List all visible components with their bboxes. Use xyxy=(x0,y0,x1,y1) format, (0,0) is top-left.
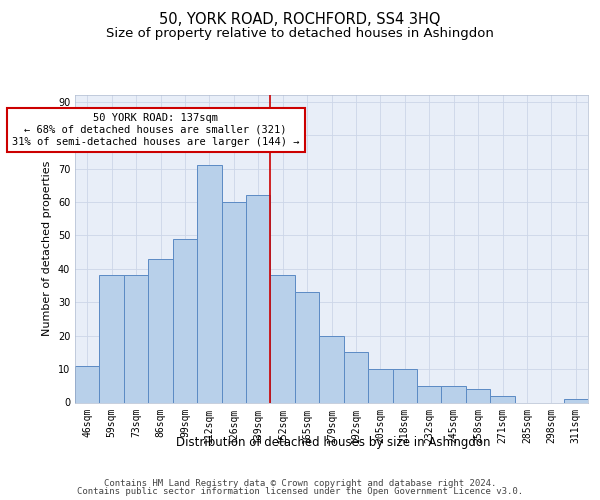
Text: 50, YORK ROAD, ROCHFORD, SS4 3HQ: 50, YORK ROAD, ROCHFORD, SS4 3HQ xyxy=(159,12,441,28)
Y-axis label: Number of detached properties: Number of detached properties xyxy=(42,161,52,336)
Bar xyxy=(490,396,515,402)
Bar xyxy=(295,292,319,403)
Bar xyxy=(148,259,173,402)
Bar xyxy=(173,238,197,402)
Text: Contains public sector information licensed under the Open Government Licence v3: Contains public sector information licen… xyxy=(77,487,523,496)
Bar xyxy=(417,386,442,402)
Bar xyxy=(392,369,417,402)
Text: Size of property relative to detached houses in Ashingdon: Size of property relative to detached ho… xyxy=(106,28,494,40)
Text: Contains HM Land Registry data © Crown copyright and database right 2024.: Contains HM Land Registry data © Crown c… xyxy=(104,478,496,488)
Bar xyxy=(466,389,490,402)
Bar xyxy=(271,276,295,402)
Bar xyxy=(221,202,246,402)
Bar xyxy=(75,366,100,403)
Bar xyxy=(246,196,271,402)
Bar xyxy=(442,386,466,402)
Bar xyxy=(319,336,344,402)
Bar xyxy=(563,399,588,402)
Bar xyxy=(100,276,124,402)
Bar xyxy=(124,276,148,402)
Bar xyxy=(197,165,221,402)
Text: 50 YORK ROAD: 137sqm
← 68% of detached houses are smaller (321)
31% of semi-deta: 50 YORK ROAD: 137sqm ← 68% of detached h… xyxy=(12,114,299,146)
Bar xyxy=(344,352,368,403)
Bar xyxy=(368,369,392,402)
Text: Distribution of detached houses by size in Ashingdon: Distribution of detached houses by size … xyxy=(176,436,490,449)
